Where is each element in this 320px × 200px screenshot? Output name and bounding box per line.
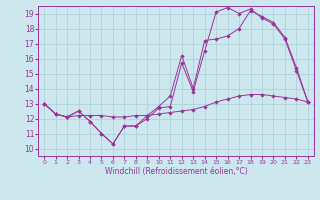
X-axis label: Windchill (Refroidissement éolien,°C): Windchill (Refroidissement éolien,°C) xyxy=(105,167,247,176)
